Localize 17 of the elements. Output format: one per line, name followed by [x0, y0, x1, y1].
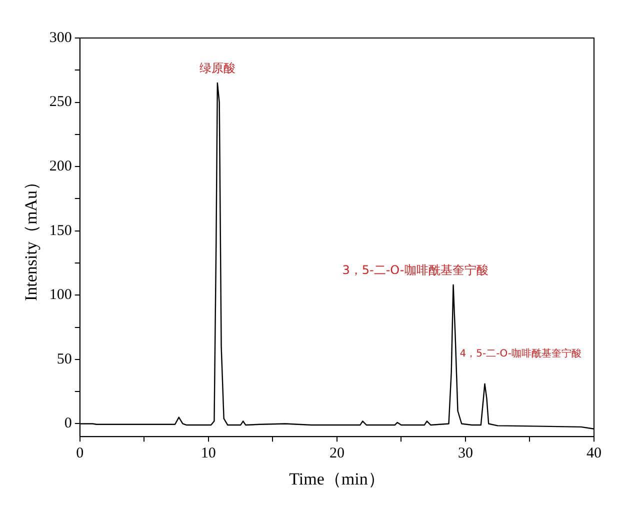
y-tick-label: 150: [49, 222, 72, 239]
x-tick-label: 10: [200, 446, 216, 462]
annotation: 绿原酸: [199, 61, 236, 76]
y-axis-title: Intensity（mAu）: [22, 174, 41, 302]
x-axis-title: Time（min）: [289, 469, 385, 488]
y-tick-label: 50: [56, 351, 72, 368]
y-tick-label: 200: [49, 158, 72, 175]
y-tick-label: 100: [49, 287, 72, 304]
annotation: 3，5-二-O-咖啡酰基奎宁酸: [342, 263, 488, 277]
y-tick-label: 0: [64, 416, 72, 432]
x-tick-label: 20: [329, 446, 344, 462]
x-tick-label: 0: [76, 446, 84, 462]
y-tick-label: 300: [49, 30, 72, 46]
x-tick-label: 30: [458, 446, 473, 462]
x-tick-label: 40: [586, 446, 602, 462]
y-tick-label: 250: [49, 94, 72, 110]
annotation: 4，5-二-O-咖啡酰基奎宁酸: [460, 347, 582, 360]
